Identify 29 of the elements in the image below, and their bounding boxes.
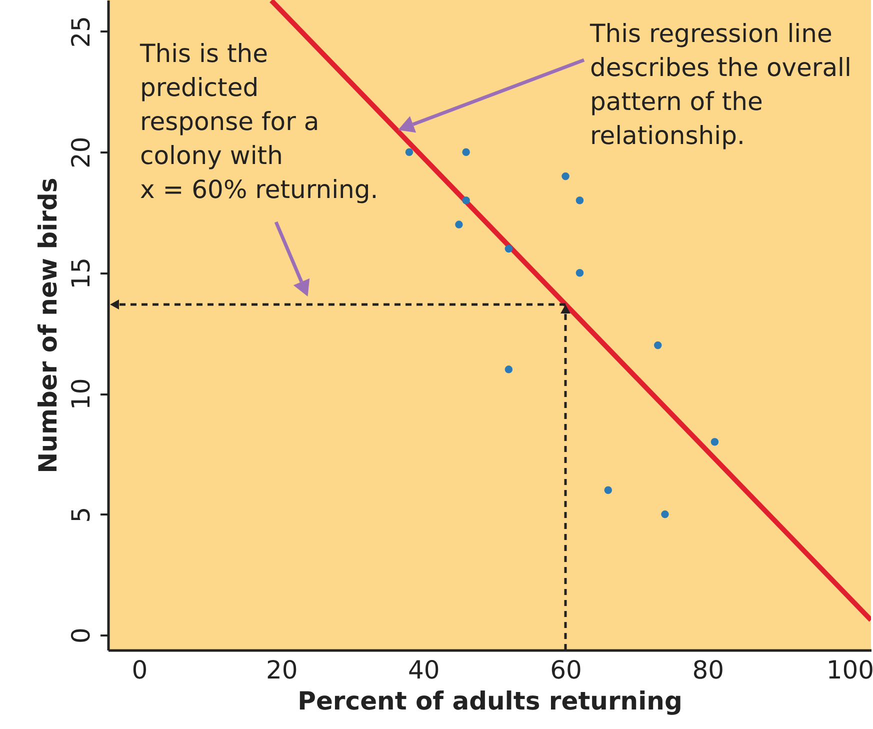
point	[604, 486, 612, 494]
point	[661, 510, 669, 518]
y-axis-title: Number of new birds	[34, 178, 62, 474]
annotation: This is the predicted response for a colony with x = 60% returning.	[139, 39, 378, 204]
y-tick-label: 5	[66, 506, 96, 523]
x-axis-title: Percent of adults returning	[298, 686, 682, 716]
x-tick-label: 80	[692, 656, 724, 684]
annotation: This regression line describes the overall pattern of the relationship.	[589, 19, 852, 150]
x-tick-label: 20	[266, 656, 298, 684]
point	[562, 172, 570, 180]
point	[462, 148, 470, 156]
point	[405, 148, 414, 156]
y-tick-label: 25	[66, 16, 96, 48]
point	[576, 268, 584, 277]
x-tick-label: 100	[826, 656, 873, 684]
y-tick-label: 0	[66, 628, 96, 644]
point	[462, 196, 470, 204]
y-tick-label: 15	[66, 257, 96, 290]
y-tick-label: 10	[66, 378, 96, 410]
point	[504, 366, 513, 374]
point	[576, 196, 584, 204]
x-tick-label: 60	[550, 656, 582, 684]
point	[710, 438, 719, 446]
point	[455, 220, 463, 228]
point	[654, 341, 662, 350]
point	[504, 244, 513, 253]
y-tick-label: 20	[66, 136, 96, 169]
x-tick-label: 40	[408, 656, 440, 684]
x-tick-label: 0	[132, 656, 148, 684]
